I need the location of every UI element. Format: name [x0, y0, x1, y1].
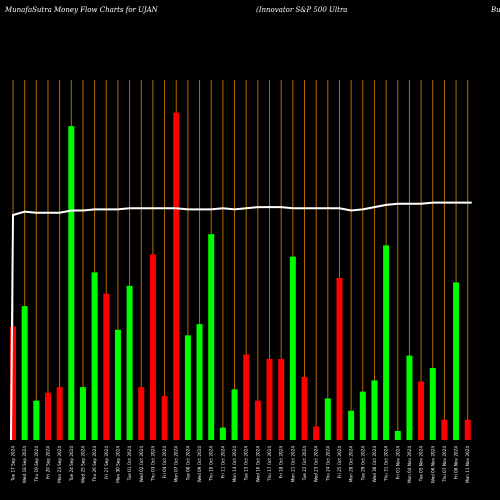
line-series-path [10, 201, 472, 441]
bar [21, 306, 28, 440]
x-tick-label: Fri 11 Oct 2024 [220, 446, 225, 479]
x-tick-label: Wed 16 Oct 2024 [255, 446, 260, 483]
x-tick-label: Fri 20 Sep 2024 [45, 446, 50, 479]
x-tick-label: Thu 24 Oct 2024 [325, 446, 330, 482]
x-tick-label: Fri 25 Oct 2024 [337, 446, 342, 479]
x-tick-labels: Tue 17 Sep 2024 Wed 18 Sep 2024 Thu 19 Sep… [11, 446, 471, 484]
bar [301, 377, 308, 440]
bar [383, 245, 390, 440]
x-tick-label: Thu 17 Oct 2024 [267, 446, 272, 482]
bar [10, 326, 16, 440]
x-tick-label: Wed 18 Sep 2024 [22, 446, 27, 483]
bar [313, 426, 320, 440]
x-tick-label: Thu 07 Nov 2024 [442, 446, 447, 483]
bar [254, 400, 261, 440]
bar [103, 293, 110, 440]
x-tick-label: Fri 01 Nov 2024 [395, 446, 400, 479]
x-tick-label: Mon 21 Oct 2024 [290, 446, 295, 482]
bar [278, 359, 285, 440]
bar [56, 387, 63, 440]
chart-title-cut: Bu [491, 6, 500, 14]
x-tick-label: Tue 05 Nov 2024 [419, 446, 424, 483]
bar [208, 234, 215, 440]
bar [196, 324, 203, 440]
bar [464, 419, 471, 440]
x-tick-label: Wed 30 Oct 2024 [372, 446, 377, 483]
bar [149, 254, 156, 440]
bar [231, 389, 238, 440]
x-tick-label: Wed 06 Nov 2024 [430, 446, 435, 484]
bar [266, 359, 273, 440]
chart-title: MunafaSutra Money Flow Charts for UJAN [5, 6, 158, 14]
x-tick-label: Tue 17 Sep 2024 [11, 446, 16, 482]
x-tick-label: Tue 15 Oct 2024 [244, 446, 249, 482]
x-tick-label: Wed 25 Sep 2024 [80, 446, 85, 483]
x-tick-label: Wed 23 Oct 2024 [314, 446, 319, 483]
bar [219, 427, 226, 440]
bar [394, 431, 401, 440]
x-tick-label: Tue 24 Sep 2024 [69, 446, 74, 482]
x-tick-label: Mon 04 Nov 2024 [407, 446, 412, 483]
x-tick-label: Thu 10 Oct 2024 [209, 446, 214, 482]
x-tick-label: Mon 11 Nov 2024 [465, 446, 470, 483]
bar [138, 387, 145, 440]
bar [429, 368, 436, 440]
x-tick-label: Thu 03 Oct 2024 [150, 446, 155, 482]
bar [441, 419, 448, 440]
bar [336, 278, 343, 440]
x-tick-label: Mon 23 Sep 2024 [57, 446, 62, 483]
x-tick-label: Wed 09 Oct 2024 [197, 446, 202, 483]
grid-lines [12, 80, 469, 440]
bar [418, 381, 425, 440]
bar [33, 400, 40, 440]
bar [173, 112, 180, 440]
bar [184, 335, 191, 440]
x-tick-label: Fri 18 Oct 2024 [279, 446, 284, 479]
x-tick-label: Wed 02 Oct 2024 [139, 446, 144, 483]
bar [68, 126, 75, 440]
x-tick-label: Thu 31 Oct 2024 [384, 446, 389, 482]
x-tick-label: Thu 26 Sep 2024 [92, 446, 97, 483]
x-tick-label: Tue 29 Oct 2024 [360, 446, 365, 482]
chart-subtitle: (Innovator S&P 500 Ultra [256, 6, 348, 14]
x-tick-label: Tue 22 Oct 2024 [302, 446, 307, 482]
bar [453, 282, 460, 440]
x-tick-label: Mon 28 Oct 2024 [349, 446, 354, 482]
x-tick-label: Thu 19 Sep 2024 [34, 446, 39, 483]
bar [79, 387, 86, 440]
bar [359, 391, 366, 440]
bar [324, 398, 331, 440]
x-tick-label: Fri 08 Nov 2024 [454, 446, 459, 479]
bar [243, 354, 250, 440]
bar-series [10, 112, 471, 440]
bar [91, 272, 98, 440]
bar [406, 355, 413, 440]
x-tick-label: Tue 01 Oct 2024 [127, 446, 132, 482]
x-tick-label: Tue 08 Oct 2024 [185, 446, 190, 482]
x-tick-label: Mon 14 Oct 2024 [232, 446, 237, 482]
x-tick-label: Mon 30 Sep 2024 [115, 446, 120, 483]
x-tick-label: Fri 04 Oct 2024 [162, 446, 167, 479]
bar [161, 396, 168, 440]
x-tick-label: Mon 07 Oct 2024 [174, 446, 179, 482]
bar [371, 380, 378, 440]
bar [126, 285, 133, 440]
line-series [10, 201, 472, 441]
bar [348, 410, 355, 440]
bar [44, 392, 51, 440]
x-tick-label: Fri 27 Sep 2024 [104, 446, 109, 479]
bar [114, 329, 121, 440]
bar [289, 256, 296, 440]
